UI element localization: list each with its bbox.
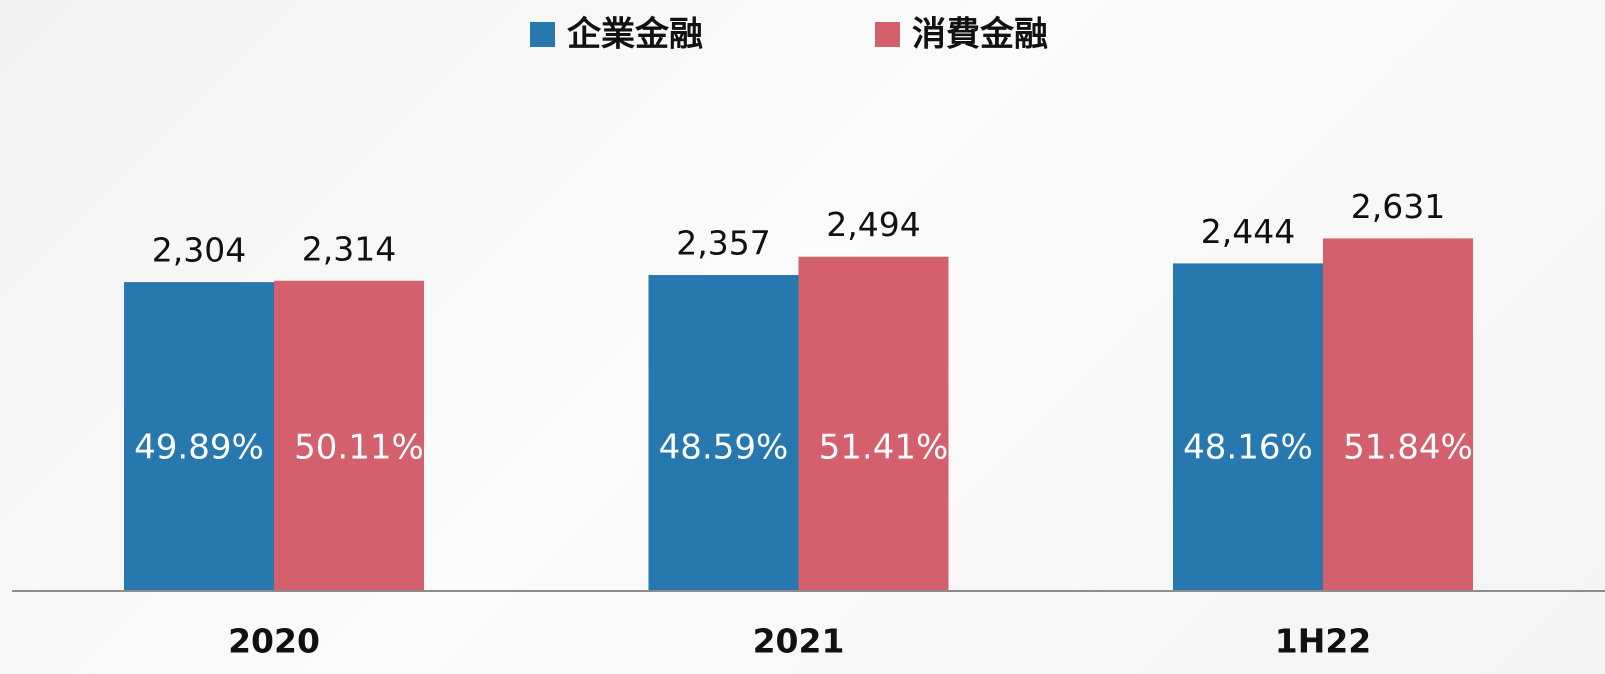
bar [1173,263,1323,590]
x-tick-label: 2020 [228,622,320,661]
percentage-label: 48.16% [1183,428,1313,468]
value-label: 2,444 [1201,212,1295,251]
bar [124,282,274,590]
percentage-label: 49.89% [134,428,264,468]
value-label: 2,631 [1351,187,1445,226]
legend-swatch [875,22,900,47]
value-label: 2,304 [152,231,246,270]
value-label: 2,314 [302,229,396,268]
legend-swatch [530,22,555,47]
bar [1323,238,1473,591]
percentage-label: 51.41% [819,428,949,468]
percentage-label: 51.84% [1343,428,1473,468]
legend-label: 企業金融 [567,15,703,55]
bar [798,256,949,590]
bar [648,275,799,590]
legend-label: 消費金融 [912,15,1048,55]
bar [274,280,424,590]
percentage-label: 48.59% [659,428,789,468]
value-label: 2,494 [826,205,920,244]
value-label: 2,357 [676,224,770,263]
x-tick-label: 1H22 [1275,622,1372,661]
x-tick-label: 2021 [753,622,845,661]
percentage-label: 50.11% [294,428,424,468]
